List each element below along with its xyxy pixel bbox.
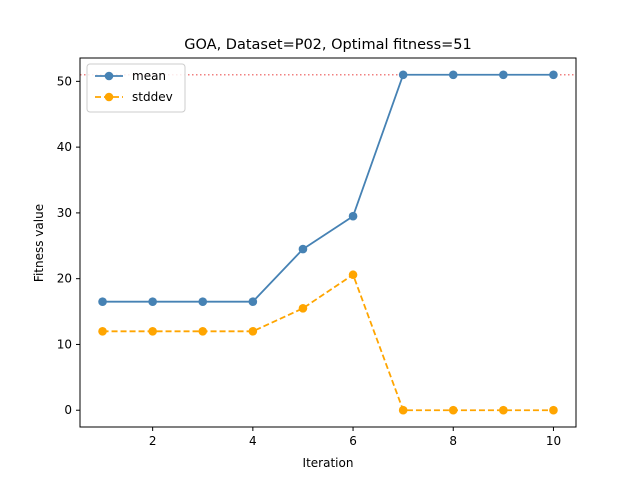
series-line-stddev — [102, 273, 554, 412]
y-axis-label: Fitness value — [32, 204, 46, 282]
data-point-stddev-10 — [549, 405, 558, 415]
data-point-stddev-4 — [248, 326, 258, 336]
data-point-mean-2 — [148, 297, 157, 306]
x-axis-label: Iteration — [303, 456, 354, 470]
chart-title: GOA, Dataset=P02, Optimal fitness=51 — [184, 37, 472, 53]
y-tick-label-0: 0 — [64, 403, 72, 417]
x-tick-label-10: 10 — [546, 434, 561, 448]
data-point-mean-4 — [248, 297, 258, 306]
legend-marker-mean — [104, 71, 114, 81]
data-point-mean-5 — [298, 244, 308, 254]
y-tick-label-30: 30 — [57, 206, 72, 220]
data-point-stddev-8 — [448, 405, 458, 415]
data-point-stddev-2 — [148, 326, 157, 336]
data-point-stddev-9 — [499, 405, 508, 415]
data-point-mean-8 — [448, 70, 458, 80]
data-point-stddev-1 — [98, 326, 107, 336]
data-point-mean-7 — [398, 70, 408, 80]
data-point-stddev-6 — [348, 270, 358, 280]
data-point-mean-3 — [198, 297, 208, 306]
data-point-mean-10 — [549, 70, 558, 80]
data-point-stddev-3 — [198, 326, 208, 336]
data-point-mean-6 — [348, 211, 358, 221]
x-tick-label-8: 8 — [449, 434, 457, 448]
series-line-mean — [102, 73, 554, 303]
x-tick-label-6: 6 — [349, 434, 357, 448]
x-tick-label-4: 4 — [249, 434, 257, 448]
x-tick-label-2: 2 — [149, 434, 157, 448]
legend-label-mean: mean — [132, 69, 166, 83]
data-point-stddev-7 — [398, 405, 408, 415]
legend: mean stddev — [86, 63, 186, 113]
legend-marker-stddev — [104, 92, 114, 102]
y-tick-label-40: 40 — [57, 140, 72, 154]
data-point-mean-9 — [499, 70, 508, 80]
axes-frame — [79, 57, 577, 428]
data-point-stddev-5 — [298, 303, 308, 313]
data-point-mean-1 — [98, 297, 107, 306]
plot-area: 2 4 6 8 10 0 10 20 30 40 50 mean stddev — [57, 57, 577, 448]
y-tick-label-20: 20 — [57, 272, 72, 286]
legend-label-stddev: stddev — [132, 90, 173, 104]
y-tick-label-50: 50 — [57, 74, 72, 88]
y-tick-label-10: 10 — [57, 337, 72, 351]
